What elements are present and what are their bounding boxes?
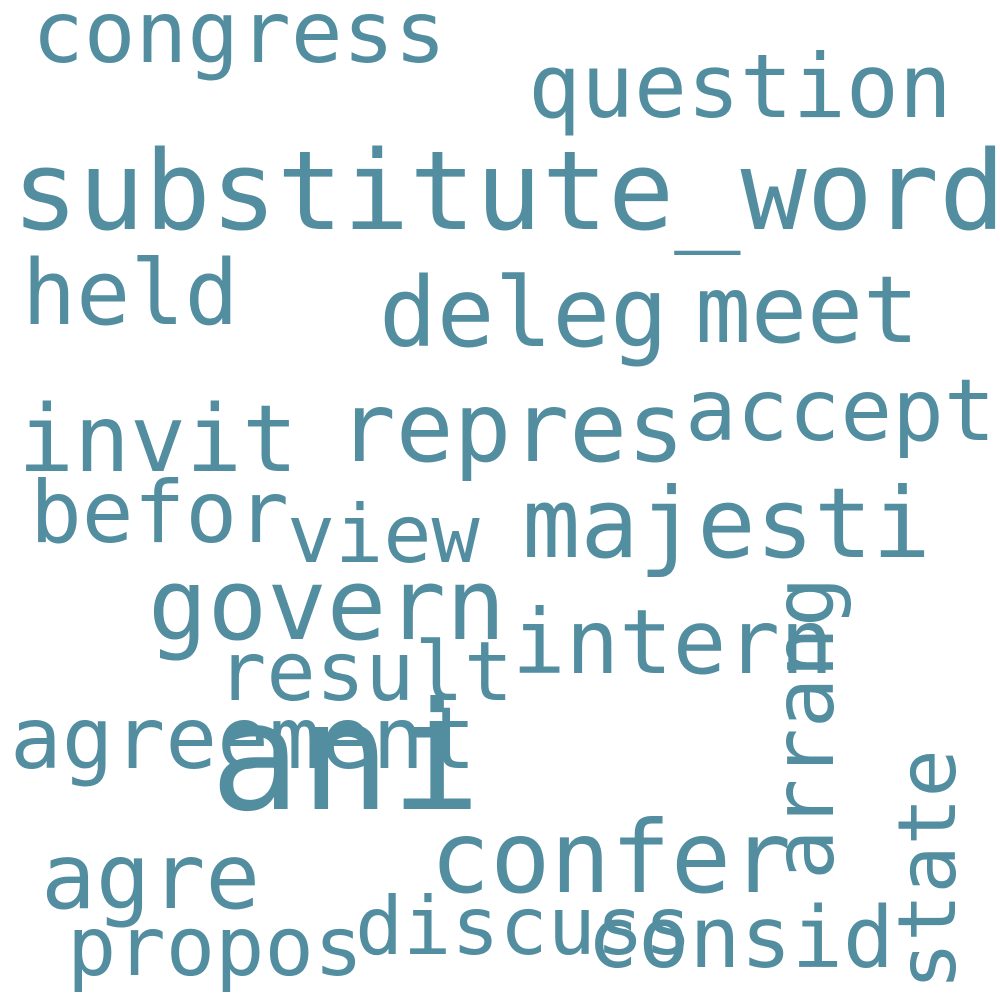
word-arrang: discuss xyxy=(355,880,693,973)
word-accept: accept xyxy=(685,361,996,461)
word-state: consid xyxy=(587,889,895,988)
word-invit: invit xyxy=(18,385,298,493)
word-discuss: agre xyxy=(41,825,261,930)
word-held: held xyxy=(22,241,239,346)
word-agreement: state xyxy=(881,749,974,990)
word-intern: intern xyxy=(512,590,834,694)
word-question: question xyxy=(528,35,952,138)
word-meet: meet xyxy=(695,256,919,364)
word-congress: congress xyxy=(32,0,447,83)
word-govern: govern xyxy=(148,548,506,663)
word-deleg: deleg xyxy=(379,257,668,369)
word-result: result xyxy=(217,625,514,720)
word-majesti: majesti xyxy=(522,467,931,580)
word-view: view xyxy=(287,488,480,581)
word-consid: propos xyxy=(67,900,364,995)
word-agre: arrang xyxy=(755,576,853,880)
word-confer: ani xyxy=(210,671,481,845)
word-ani: agreement xyxy=(10,689,476,789)
word-befor: befor xyxy=(30,463,289,563)
word-substitute-word: substitute_word xyxy=(12,127,1000,255)
word-repres: repres xyxy=(338,372,685,484)
word-propos: confer xyxy=(430,799,792,916)
